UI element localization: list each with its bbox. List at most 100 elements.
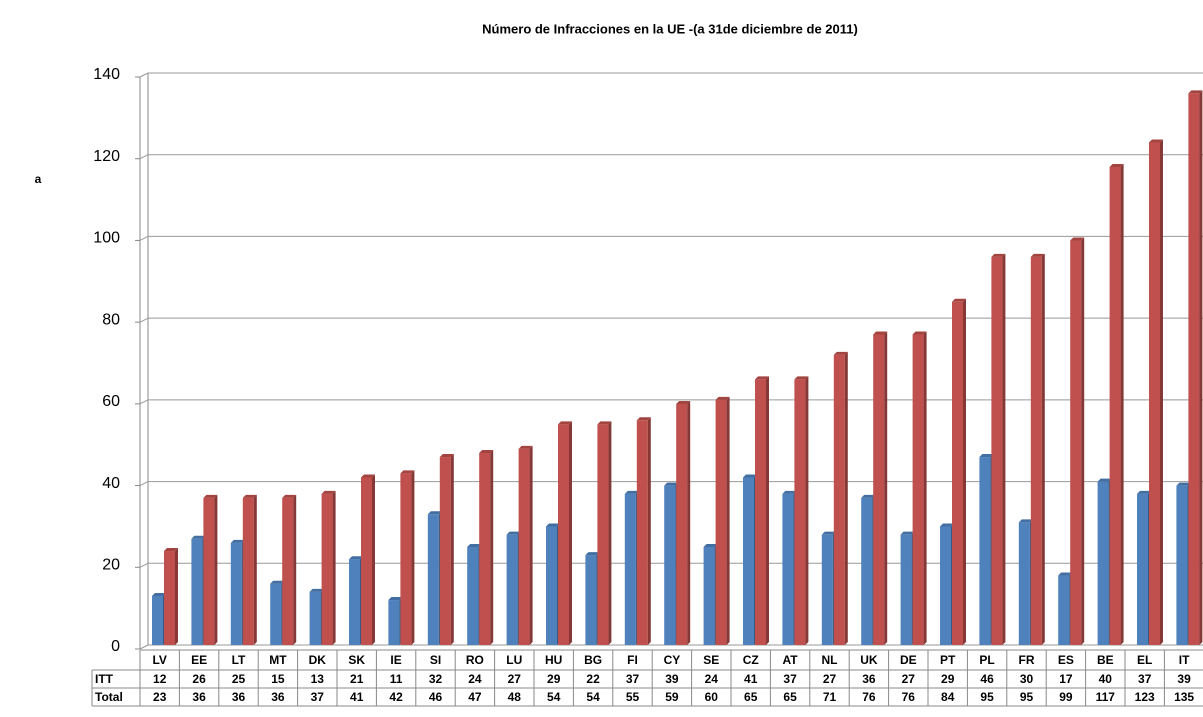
x-tick-label: FR	[1019, 653, 1035, 667]
table-value: 27	[823, 672, 837, 686]
bar-side	[490, 449, 494, 645]
bar-top	[1109, 163, 1124, 167]
bar-top	[309, 588, 324, 592]
table-value: 22	[586, 672, 600, 686]
x-tick-label: FI	[627, 653, 638, 667]
bar-side	[1002, 253, 1006, 645]
grid-line-diag	[139, 644, 149, 650]
bar-top	[743, 474, 757, 478]
x-tick-label: SK	[348, 653, 365, 667]
bar-top	[1176, 482, 1191, 486]
x-tick-label: SI	[430, 653, 441, 667]
bar-side	[529, 445, 533, 645]
bar	[242, 497, 254, 645]
x-tick-label: DE	[900, 653, 917, 667]
table-value: 39	[665, 672, 679, 686]
grid-line-diag	[139, 317, 149, 323]
bar-side	[253, 494, 257, 645]
bar-top	[821, 531, 836, 535]
grid-line-diag	[139, 481, 149, 487]
bar-top	[912, 331, 927, 335]
table-value: 37	[1138, 672, 1152, 686]
bar-top	[952, 298, 966, 302]
table-value: 29	[941, 672, 955, 686]
table-value: 13	[311, 672, 325, 686]
bar-side	[766, 376, 769, 645]
x-tick-label: LT	[232, 653, 246, 667]
bar-side	[1160, 139, 1163, 645]
bar	[1137, 493, 1148, 645]
table-value: 36	[232, 690, 246, 704]
bar-side	[1081, 237, 1085, 645]
table-value: 12	[153, 672, 167, 686]
bar-top	[755, 376, 769, 380]
bar	[873, 334, 885, 645]
bar-side	[805, 376, 809, 645]
bar	[912, 334, 924, 645]
bar-top	[506, 531, 521, 535]
y-tick-label: 100	[93, 230, 120, 247]
bar-side	[175, 548, 178, 645]
y-tick-label: 120	[93, 148, 120, 165]
y-tick-label: 0	[111, 638, 120, 655]
bar-top	[636, 417, 651, 421]
table-value: 23	[153, 690, 167, 704]
bar	[1097, 481, 1109, 645]
bar-top	[861, 494, 876, 498]
bar	[282, 497, 294, 645]
table-value: 95	[1020, 690, 1034, 704]
table-value: 60	[705, 690, 719, 704]
bar	[361, 477, 372, 645]
bar	[782, 493, 794, 645]
table-value: 54	[547, 690, 561, 704]
bar-top	[624, 490, 639, 494]
x-tick-label: PT	[940, 653, 956, 667]
bar-top	[1188, 90, 1203, 94]
bar-side	[1041, 253, 1045, 645]
bar	[479, 452, 491, 645]
bar-side	[293, 494, 297, 645]
table-value: 30	[1020, 672, 1034, 686]
bar-side	[1120, 163, 1124, 645]
x-tick-label: AT	[783, 653, 799, 667]
table-value: 36	[862, 672, 876, 686]
bar	[585, 555, 597, 645]
table-value: 47	[468, 690, 482, 704]
bar-top	[900, 531, 915, 535]
bar	[1109, 166, 1121, 645]
bar	[506, 534, 518, 645]
table-value: 11	[390, 672, 403, 686]
bar-top	[467, 543, 482, 547]
bar-top	[321, 490, 336, 494]
table-value: 27	[508, 672, 522, 686]
table-value: 41	[744, 672, 758, 686]
table-value: 59	[665, 690, 679, 704]
bar	[1030, 256, 1042, 645]
table-value: 48	[508, 690, 522, 704]
bar	[597, 424, 609, 645]
table-value: 29	[547, 672, 561, 686]
bar	[861, 497, 873, 645]
y-tick-label: 40	[102, 475, 120, 492]
bar-top	[585, 552, 600, 556]
bar-top	[546, 523, 560, 527]
table-value: 117	[1096, 690, 1116, 704]
bar-top	[664, 482, 679, 486]
grid-line-diag	[139, 72, 149, 78]
table-value: 65	[783, 690, 797, 704]
x-tick-label: BE	[1097, 653, 1114, 667]
x-tick-label: RO	[466, 653, 484, 667]
x-tick-label: MT	[269, 653, 287, 667]
bar	[191, 538, 203, 645]
table-value: 27	[902, 672, 916, 686]
table-value: 17	[1059, 672, 1073, 686]
chart-title: Número de Infracciones en la UE -(a 31de…	[482, 21, 858, 36]
bar-top	[597, 421, 612, 425]
x-tick-label: LU	[506, 653, 522, 667]
bar-top	[400, 470, 415, 474]
bar-top	[1097, 478, 1112, 482]
bar-side	[214, 494, 218, 645]
bar	[952, 301, 963, 645]
bar-top	[873, 331, 888, 335]
grid-line-diag	[139, 154, 149, 160]
